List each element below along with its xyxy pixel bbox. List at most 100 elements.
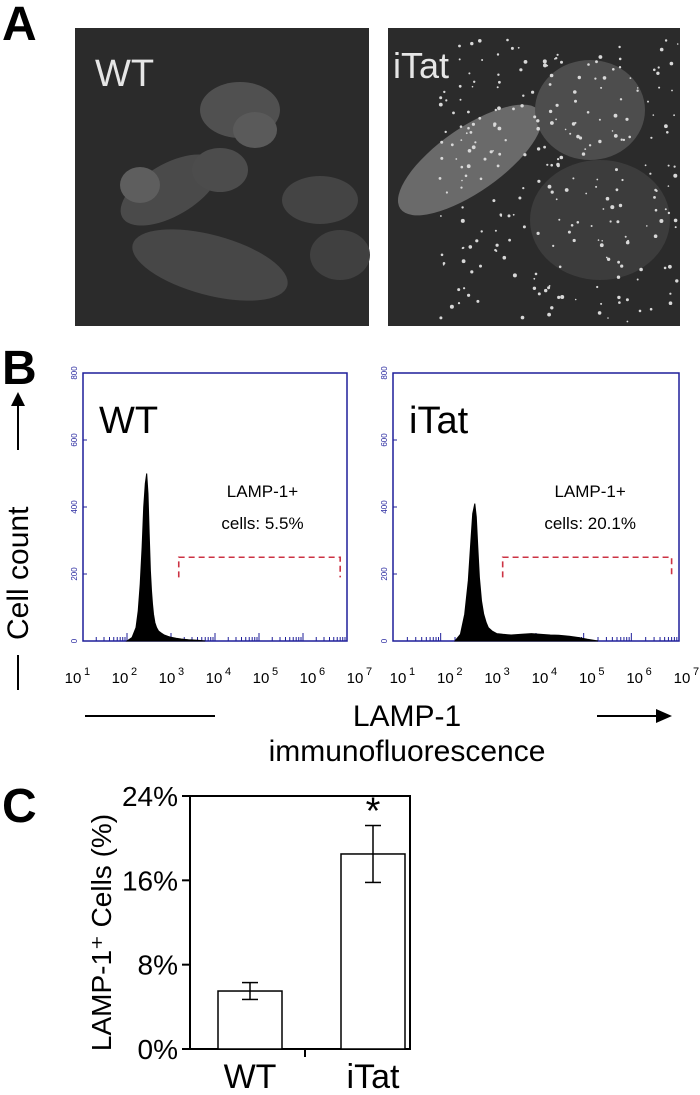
itat-punctum [548, 285, 551, 287]
itat-punctum [438, 102, 443, 107]
itat-punctum [550, 163, 553, 167]
itat-punctum [658, 86, 661, 89]
itat-punctum [542, 59, 547, 64]
itat-punctum [576, 221, 580, 224]
itat-punctum [494, 248, 497, 252]
itat-punctum [493, 124, 496, 127]
itat-punctum [621, 178, 624, 182]
itat-punctum [465, 132, 468, 135]
itat-punctum [464, 174, 468, 178]
itat-punctum [570, 224, 574, 227]
itat-punctum [659, 219, 664, 223]
itat-punctum [498, 80, 501, 84]
itat-punctum [605, 256, 608, 259]
itat-punctum [455, 158, 458, 160]
itat-punctum [471, 145, 476, 150]
flow-x-tick-label: 10 [65, 670, 82, 687]
itat-punctum [636, 89, 639, 92]
itat-punctum [612, 68, 615, 71]
itat-punctum [664, 208, 667, 211]
flow-x-tick-exponent: 3 [178, 666, 184, 678]
itat-punctum [478, 39, 482, 43]
itat-punctum [480, 230, 483, 233]
itat-punctum [615, 188, 619, 192]
itat-punctum [653, 68, 656, 72]
itat-punctum [536, 231, 540, 235]
itat-punctum [600, 86, 603, 89]
itat-punctum [440, 215, 442, 217]
bar-y-tick-label: 16% [122, 865, 178, 896]
itat-punctum [533, 277, 536, 280]
itat-punctum [481, 59, 484, 61]
itat-punctum [494, 108, 497, 112]
itat-punctum [616, 220, 620, 224]
itat-punctum [601, 240, 603, 242]
flow-x-tick-exponent: 7 [366, 666, 372, 678]
itat-punctum [531, 90, 535, 94]
itat-punctum [653, 234, 658, 238]
itat-punctum [457, 302, 461, 305]
itat-punctum [597, 311, 602, 315]
itat-punctum [613, 134, 618, 138]
itat-punctum [445, 99, 448, 102]
itat-punctum [572, 238, 576, 243]
itat-punctum [625, 298, 629, 302]
itat-punctum [512, 107, 515, 111]
itat-punctum [571, 122, 576, 126]
itat-punctum [461, 259, 466, 264]
flow-annotation-line1: LAMP-1+ [227, 482, 298, 501]
itat-punctum [569, 132, 572, 135]
itat-punctum [650, 136, 653, 139]
itat-punctum [628, 135, 631, 139]
itat-punctum [625, 240, 630, 245]
itat-punctum [543, 145, 546, 149]
itat-punctum [496, 164, 500, 168]
itat-punctum [669, 292, 672, 295]
itat-punctum [476, 299, 480, 303]
itat-punctum [622, 138, 626, 142]
flow-y-axis-arrow [11, 392, 25, 690]
flow-x-tick-label: 10 [390, 670, 407, 687]
itat-punctum [588, 144, 592, 147]
itat-punctum [616, 275, 621, 279]
itat-punctum [606, 257, 611, 261]
itat-punctum [655, 189, 658, 192]
flow-annotation-line2: cells: 5.5% [221, 514, 303, 533]
itat-punctum [534, 272, 538, 276]
flow-x-tick-exponent: 4 [551, 666, 557, 678]
itat-punctum [559, 155, 564, 160]
flow-y-tick-label: 400 [70, 500, 79, 514]
itat-punctum [522, 225, 526, 229]
flow-x-tick-label: 10 [206, 670, 223, 687]
flow-x-axis-title-line1: LAMP-1 [353, 700, 461, 733]
itat-punctum [489, 150, 493, 154]
bar-significance-marker: * [366, 791, 381, 833]
itat-punctum [442, 262, 446, 265]
flow-x-tick-exponent: 5 [272, 666, 278, 678]
itat-punctum [478, 116, 482, 120]
itat-punctum [458, 44, 461, 48]
itat-punctum [610, 205, 615, 210]
itat-punctum [439, 96, 443, 100]
itat-punctum [625, 117, 629, 121]
itat-punctum [500, 214, 503, 217]
flow-x-tick-exponent: 1 [84, 666, 90, 678]
itat-punctum [510, 46, 514, 50]
itat-punctum [460, 186, 463, 189]
itat-punctum [607, 317, 609, 319]
itat-punctum [555, 103, 559, 107]
itat-punctum [466, 164, 471, 169]
itat-punctum [496, 86, 499, 89]
itat-punctum [461, 206, 464, 209]
itat-punctum [652, 114, 655, 116]
itat-punctum [497, 126, 502, 131]
itat-punctum [556, 53, 559, 56]
flow-title: WT [99, 400, 158, 442]
itat-punctum [457, 288, 461, 292]
itat-punctum [574, 99, 577, 103]
itat-punctum [668, 264, 672, 269]
flow-x-tick-label: 10 [437, 670, 454, 687]
flow-y-tick-label: 400 [380, 500, 389, 514]
itat-punctum [459, 98, 462, 101]
